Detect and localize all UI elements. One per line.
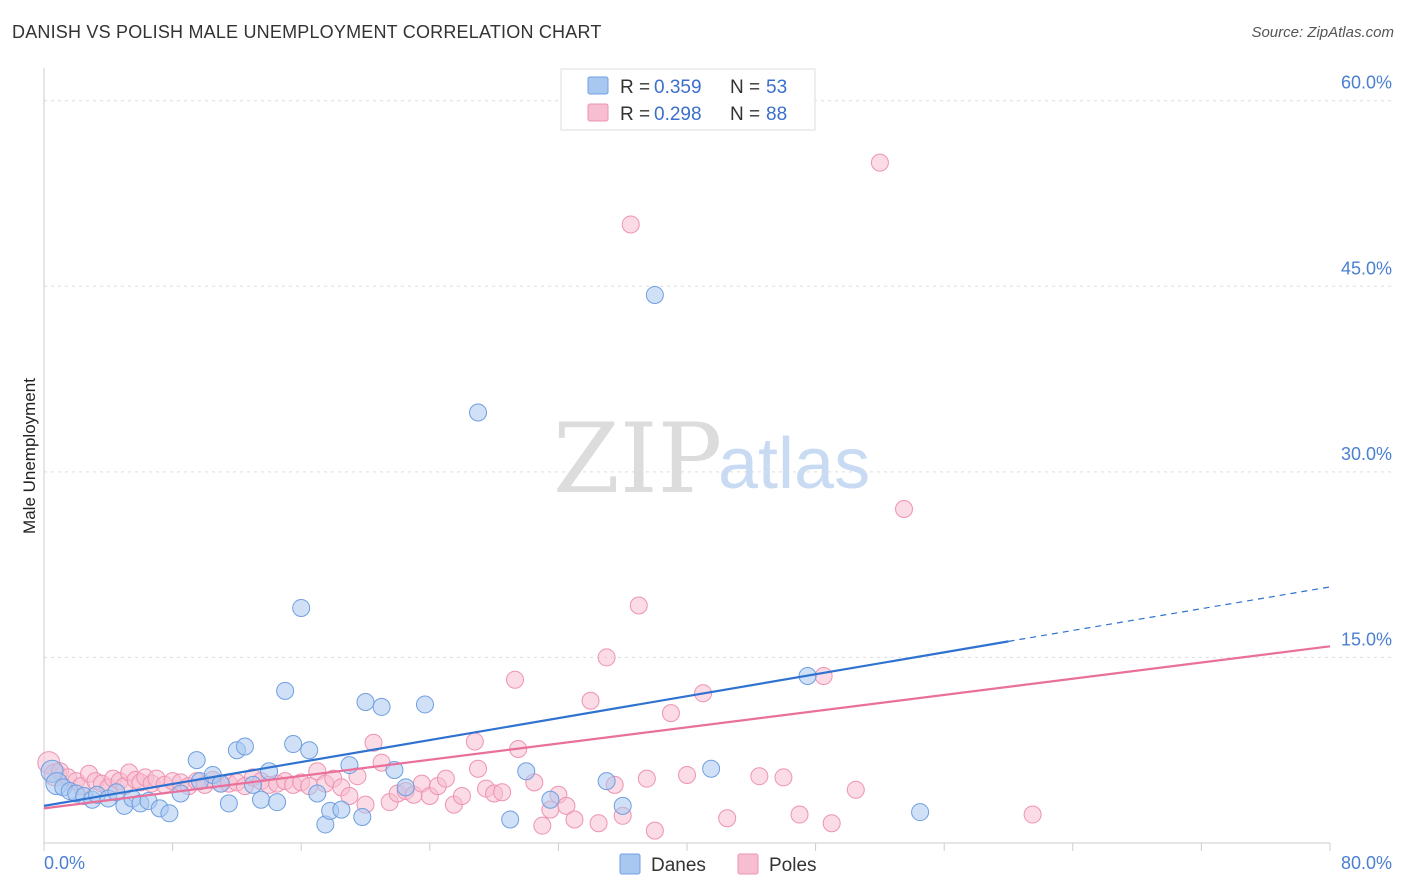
- danes-point-16: [171, 784, 190, 803]
- poles-point-84: [774, 768, 793, 787]
- watermark-zip: ZIP: [553, 403, 722, 515]
- poles-point-83: [750, 767, 769, 786]
- y-tick-label-0: 15.0%: [1341, 629, 1392, 649]
- danes-point-24: [243, 775, 262, 794]
- danes-point-52: [613, 796, 632, 815]
- danes-point-46: [541, 790, 560, 809]
- legend-poles-n-label: N =: [730, 104, 760, 125]
- y-axis-title: Male Unemployment: [20, 378, 39, 534]
- watermark: ZIP atlas: [553, 403, 870, 515]
- legend-poles-r-label: R =: [620, 104, 650, 125]
- poles-points: [37, 153, 1042, 840]
- poles-point-79: [661, 704, 680, 723]
- x-tick-label-0: 0.0%: [44, 853, 85, 873]
- danes-point-17: [187, 751, 206, 770]
- danes-point-37: [353, 808, 372, 827]
- danes-point-32: [308, 784, 327, 803]
- axis-layer: [43, 68, 1331, 851]
- danes-point-15: [160, 804, 179, 823]
- danes-point-44: [501, 810, 520, 829]
- danes-point-51: [911, 803, 930, 822]
- danes-point-38: [356, 692, 375, 711]
- legend-bottom: Danes Poles: [619, 853, 817, 876]
- legend-bottom-danes: Danes: [651, 855, 706, 876]
- danes-point-42: [415, 695, 434, 714]
- poles-point-88: [846, 780, 865, 799]
- poles-point-82: [718, 809, 737, 828]
- danes-point-28: [276, 681, 295, 700]
- poles-trend-line: [43, 645, 1331, 810]
- poles-point-75: [621, 215, 640, 234]
- danes-point-31: [300, 741, 319, 760]
- trend-lines: [43, 586, 1331, 810]
- poles-point-71: [589, 814, 608, 833]
- danes-point-25: [252, 790, 271, 809]
- poles-point-76: [629, 596, 648, 615]
- danes-point-23: [235, 737, 254, 756]
- poles-point-89: [870, 153, 889, 172]
- danes-point-47: [597, 772, 616, 791]
- legend-top: R = 0.359 N = 53 R = 0.298 N = 88: [560, 68, 816, 131]
- watermark-atlas: atlas: [718, 424, 870, 504]
- y-tick-label-2: 45.0%: [1341, 258, 1392, 278]
- chart-source: Source: ZipAtlas.com: [1251, 24, 1394, 41]
- legend-danes-r-value: 0.359: [654, 77, 702, 98]
- legend-danes-n-value: 53: [766, 77, 787, 98]
- poles-point-56: [452, 786, 471, 805]
- poles-point-80: [678, 765, 696, 784]
- poles-point-70: [581, 691, 600, 710]
- danes-point-39: [372, 697, 391, 716]
- legend-bottom-poles: Poles: [769, 855, 817, 876]
- poles-point-58: [469, 759, 488, 778]
- danes-point-41: [396, 778, 415, 797]
- poles-point-86: [814, 666, 833, 685]
- poles-point-69: [565, 810, 584, 829]
- danes-trend-extension: [1008, 586, 1331, 642]
- poles-point-90: [895, 499, 914, 518]
- poles-point-85: [790, 805, 809, 824]
- poles-point-57: [465, 732, 484, 751]
- legend-danes-n-label: N =: [730, 77, 760, 98]
- danes-trend-line: [43, 640, 1009, 807]
- danes-point-27: [268, 793, 287, 812]
- danes-point-35: [332, 800, 351, 819]
- danes-point-21: [219, 794, 238, 813]
- danes-point-43: [469, 403, 488, 422]
- poles-point-78: [645, 821, 664, 840]
- tick-labels: 15.0% 30.0% 45.0% 60.0% 0.0% 80.0%: [44, 73, 1392, 873]
- legend-bottom-swatch-danes: [619, 853, 641, 875]
- poles-point-77: [637, 769, 656, 788]
- legend-danes-r-label: R =: [620, 77, 650, 98]
- danes-point-29: [284, 735, 303, 754]
- poles-point-62: [505, 670, 524, 689]
- danes-point-49: [702, 759, 721, 778]
- poles-point-87: [822, 814, 841, 833]
- legend-swatch-danes: [587, 76, 609, 95]
- poles-point-91: [1023, 805, 1042, 824]
- chart-title: DANISH VS POLISH MALE UNEMPLOYMENT CORRE…: [12, 22, 602, 42]
- poles-point-65: [533, 816, 552, 835]
- grid-layer: [44, 100, 1392, 658]
- legend-swatch-poles: [587, 103, 609, 122]
- legend-poles-r-value: 0.298: [654, 104, 702, 125]
- danes-point-45: [517, 762, 536, 781]
- x-tick-label-1: 80.0%: [1341, 853, 1392, 873]
- danes-point-48: [645, 285, 664, 304]
- poles-point-68: [557, 796, 576, 815]
- danes-point-26: [260, 762, 279, 781]
- legend-poles-n-value: 88: [766, 104, 787, 125]
- poles-point-72: [597, 648, 616, 667]
- poles-point-54: [436, 769, 455, 788]
- poles-point-61: [493, 783, 512, 802]
- danes-point-30: [292, 598, 311, 617]
- legend-bottom-swatch-poles: [737, 853, 759, 875]
- poles-point-45: [364, 733, 383, 752]
- y-tick-label-1: 30.0%: [1341, 444, 1392, 464]
- y-tick-label-3: 60.0%: [1341, 73, 1392, 93]
- danes-points: [40, 285, 930, 834]
- poles-point-42: [340, 786, 359, 805]
